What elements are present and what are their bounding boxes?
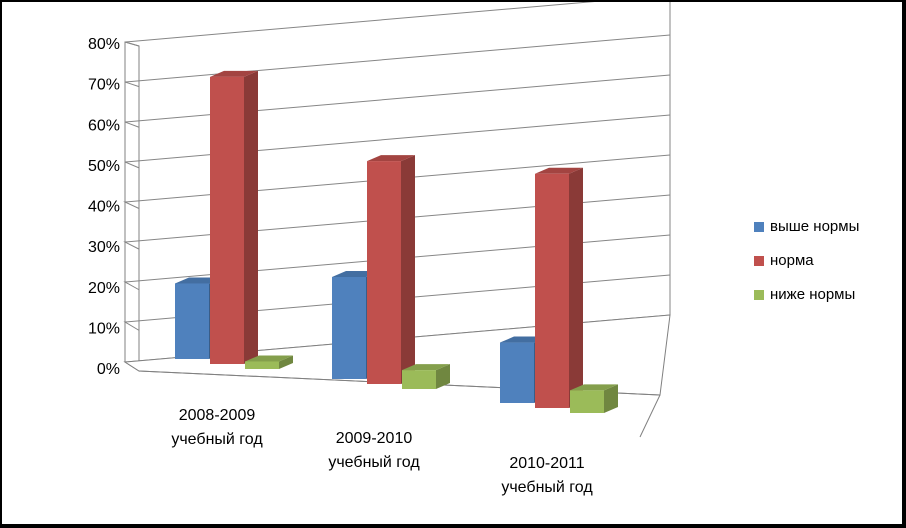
bar-side <box>604 384 618 413</box>
bar <box>500 342 534 403</box>
y-tick-label: 0% <box>97 361 120 378</box>
category-label-line: учебный год <box>501 479 593 496</box>
legend: выше нормы норма ниже нормы <box>754 218 899 320</box>
bar <box>175 283 209 359</box>
category-label-line: учебный год <box>328 454 420 471</box>
bar-side <box>436 364 450 389</box>
gridline <box>124 74 671 128</box>
bar-top <box>570 384 618 391</box>
gridline <box>123 154 671 209</box>
gridline <box>124 2 595 47</box>
bar <box>535 173 569 408</box>
bar-top <box>245 355 293 362</box>
bar <box>210 76 244 365</box>
bar-top <box>402 364 450 371</box>
category-label-line: 2008-2009 <box>178 407 256 424</box>
y-tick-label: 10% <box>88 320 120 337</box>
bar <box>245 361 279 369</box>
floor-front-edge <box>639 394 661 438</box>
y-tick-label: 50% <box>88 158 120 175</box>
gridline <box>124 34 671 88</box>
legend-swatch-below-norm <box>754 289 764 300</box>
bar <box>570 390 604 413</box>
bar <box>402 370 436 389</box>
bar <box>367 161 401 384</box>
legend-swatch-norm <box>754 255 764 266</box>
bar-side <box>569 167 583 408</box>
legend-label-below-norm: ниже нормы <box>770 286 856 303</box>
legend-label-norm: норма <box>770 252 814 269</box>
y-tick-label: 70% <box>88 77 120 94</box>
bar-top <box>367 155 415 162</box>
legend-label-above-norm: выше нормы <box>770 218 860 235</box>
category-label-line: 2010-2011 <box>509 455 585 472</box>
bar-top <box>535 167 583 174</box>
bar-side <box>279 355 293 369</box>
category-label-line: 2009-2010 <box>335 430 413 447</box>
gridline <box>124 114 671 169</box>
bar-top <box>210 70 258 77</box>
y-tick-label: 20% <box>88 280 120 297</box>
y-tick-label: 80% <box>88 36 120 53</box>
gridline <box>123 194 671 250</box>
y-tick-label: 40% <box>88 199 120 216</box>
legend-item-above-norm: выше нормы <box>754 218 899 235</box>
bar <box>332 276 366 379</box>
y-tick-label: 30% <box>88 239 120 256</box>
category-label-line: учебный год <box>171 431 263 448</box>
gridline <box>123 274 671 331</box>
category-label-2009-2010: 2009-2010 учебный год <box>299 427 449 475</box>
legend-item-norm: норма <box>754 252 899 269</box>
category-label-2008-2009: 2008-2009 учебный год <box>142 404 292 452</box>
category-label-2010-2011: 2010-2011 учебный год <box>472 452 622 500</box>
y-tick-label: 60% <box>88 117 120 134</box>
legend-swatch-above-norm <box>754 221 764 232</box>
bar-side <box>244 70 258 365</box>
bar-side <box>401 155 415 384</box>
gridline <box>123 234 671 291</box>
legend-item-below-norm: ниже нормы <box>754 286 899 303</box>
